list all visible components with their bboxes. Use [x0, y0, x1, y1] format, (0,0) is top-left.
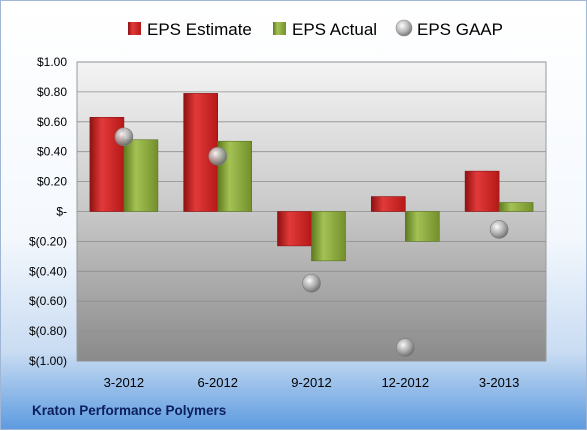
bar-eps-actual	[311, 211, 346, 262]
gaap-points	[114, 127, 509, 357]
x-axis-ticks: 3-2012 6-2012 9-2012 12-2012 3-2013	[104, 375, 520, 390]
y-tick-label: $1.00	[37, 55, 67, 69]
x-tick-label: 12-2012	[381, 375, 429, 390]
y-tick-label: $0.40	[37, 145, 67, 159]
y-axis-ticks: $1.00 $0.80 $0.60 $0.40 $0.20 $- $(0.20) $(0.40…	[29, 55, 67, 368]
bar-eps-estimate	[370, 196, 406, 212]
bar-eps-estimate	[464, 170, 500, 212]
point-eps-gaap	[208, 146, 227, 166]
legend-label-eps-actual: EPS Actual	[292, 20, 377, 39]
x-tick-label: 6-2012	[197, 375, 237, 390]
bar-eps-estimate	[277, 211, 312, 247]
legend-label-eps-gaap: EPS GAAP	[417, 20, 503, 39]
y-tick-label: $-	[56, 205, 67, 219]
x-tick-label: 9-2012	[291, 375, 331, 390]
x-tick-label: 3-2013	[479, 375, 519, 390]
legend-marker-eps-gaap	[395, 19, 413, 37]
point-eps-gaap	[302, 273, 321, 293]
company-name: Kraton Performance Polymers	[32, 403, 227, 418]
legend-label-eps-estimate: EPS Estimate	[147, 20, 252, 39]
y-tick-label: $0.80	[37, 85, 67, 99]
x-tick-label: 3-2012	[104, 375, 144, 390]
y-tick-label: $(1.00)	[29, 354, 67, 368]
legend-swatch-eps-actual	[273, 22, 286, 35]
legend: EPS Estimate EPS Actual EPS GAAP	[128, 19, 503, 39]
y-tick-label: $(0.80)	[29, 324, 67, 338]
y-tick-label: $0.20	[37, 175, 67, 189]
bar-eps-actual	[498, 202, 534, 212]
bar-eps-actual	[404, 211, 440, 242]
y-tick-label: $(0.60)	[29, 294, 67, 308]
y-tick-label: $0.60	[37, 115, 67, 129]
point-eps-gaap	[395, 338, 415, 357]
bar-eps-actual	[123, 139, 159, 212]
point-eps-gaap	[114, 127, 134, 147]
y-tick-label: $(0.40)	[29, 264, 67, 278]
point-eps-gaap	[489, 220, 509, 239]
y-tick-label: $(0.20)	[29, 234, 67, 248]
legend-swatch-eps-estimate	[128, 22, 141, 35]
